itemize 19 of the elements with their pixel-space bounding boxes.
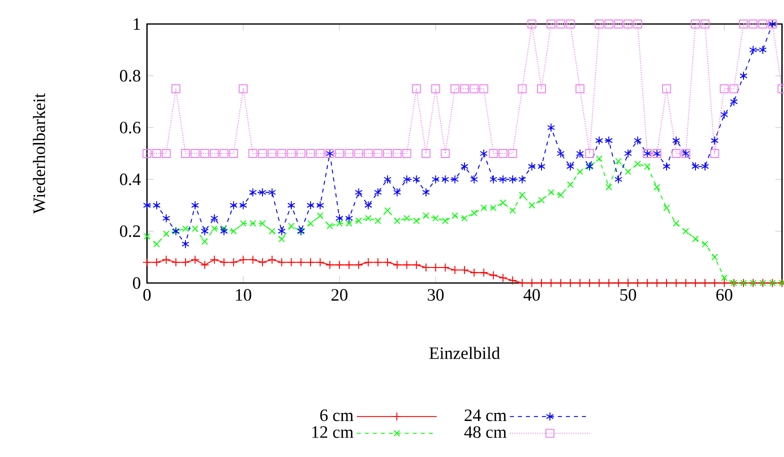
x-tick-label: 40 <box>524 289 540 301</box>
x-tick-label: 0 <box>143 289 151 301</box>
x-axis-title: Einzelbild <box>429 346 500 360</box>
x-tick-label: 30 <box>428 289 444 301</box>
x-tick-label: 50 <box>620 289 636 301</box>
legend-label: 24 cm <box>464 409 506 422</box>
y-tick-label: 1 <box>134 18 140 30</box>
y-axis-title: Wiederholbarkeit <box>32 93 46 214</box>
y-tick-label: 0.6 <box>120 122 140 134</box>
x-tick-label: 10 <box>236 289 252 301</box>
y-tick-label: 0.4 <box>120 174 141 186</box>
y-tick-label: 0.8 <box>120 70 140 82</box>
x-tick-label: 60 <box>716 289 732 301</box>
y-tick-label: 0 <box>132 277 140 289</box>
x-tick-label: 20 <box>332 289 348 301</box>
y-tick-label: 0.2 <box>120 225 140 238</box>
legend-label: 6 cm <box>320 409 354 422</box>
legend-label: 12 cm <box>312 426 354 438</box>
legend-label: 48 cm <box>464 426 506 438</box>
